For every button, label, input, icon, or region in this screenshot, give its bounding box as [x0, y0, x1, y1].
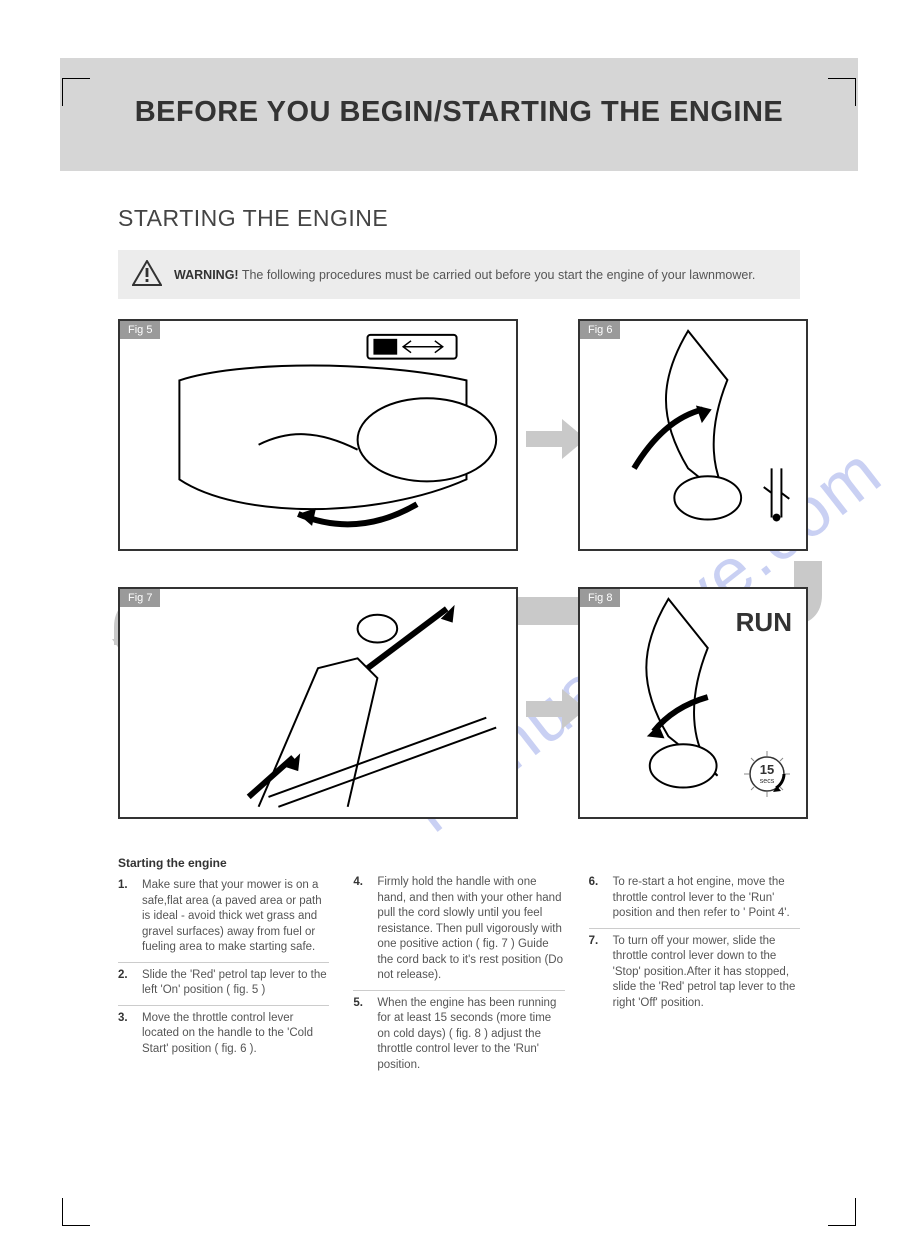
steps-heading: Starting the engine: [118, 855, 329, 871]
figure-8: Fig 8 RUN: [578, 587, 808, 819]
figure-6-illustration: [580, 321, 806, 549]
crop-mark: [828, 1198, 856, 1226]
header-band: BEFORE YOU BEGIN/STARTING THE ENGINE: [60, 58, 858, 171]
crop-mark: [62, 1198, 90, 1226]
step-number: 2.: [118, 968, 134, 999]
step-text: To re-start a hot engine, move the throt…: [613, 875, 800, 922]
step-item: 5. When the engine has been running for …: [353, 991, 564, 1080]
warning-label: WARNING!: [174, 268, 239, 282]
figure-7-illustration: [120, 589, 516, 819]
step-text: Firmly hold the handle with one hand, an…: [377, 875, 564, 984]
section-title: STARTING THE ENGINE: [118, 205, 800, 232]
step-item: 3. Move the throttle control lever locat…: [118, 1006, 329, 1064]
step-number: 1.: [118, 878, 134, 956]
step-text: Slide the 'Red' petrol tap lever to the …: [142, 968, 329, 999]
step-number: 5.: [353, 996, 369, 1074]
step-text: To turn off your mower, slide the thrott…: [613, 934, 800, 1012]
timer-icon: 15 secs: [742, 749, 792, 799]
warning-body: The following procedures must be carried…: [242, 268, 755, 282]
crop-mark: [62, 78, 90, 106]
step-text: Make sure that your mower is on a safe,f…: [142, 878, 329, 956]
warning-box: WARNING! The following procedures must b…: [118, 250, 800, 299]
figure-5: Fig 5: [118, 319, 518, 551]
figure-row: Fig 5 Fig 6: [118, 319, 800, 551]
steps-col-1: Starting the engine 1. Make sure that yo…: [118, 855, 329, 1079]
warning-text: WARNING! The following procedures must b…: [174, 268, 755, 282]
step-text: Move the throttle control lever located …: [142, 1011, 329, 1058]
step-item: 6. To re-start a hot engine, move the th…: [589, 870, 800, 929]
step-item: 2. Slide the 'Red' petrol tap lever to t…: [118, 963, 329, 1006]
step-number: 6.: [589, 875, 605, 922]
step-item: 7. To turn off your mower, slide the thr…: [589, 929, 800, 1018]
figure-7: Fig 7: [118, 587, 518, 819]
steps-columns: Starting the engine 1. Make sure that yo…: [118, 855, 800, 1079]
page-title: BEFORE YOU BEGIN/STARTING THE ENGINE: [80, 96, 838, 129]
figure-row: Fig 7 Fig 8 RUN: [118, 587, 800, 819]
step-number: 7.: [589, 934, 605, 1012]
step-item: 1. Make sure that your mower is on a saf…: [118, 873, 329, 963]
steps-col-3: 6. To re-start a hot engine, move the th…: [589, 855, 800, 1079]
figure-6: Fig 6: [578, 319, 808, 551]
flow-arrow-icon: [526, 687, 586, 731]
crop-mark: [828, 78, 856, 106]
page: BEFORE YOU BEGIN/STARTING THE ENGINE STA…: [0, 58, 918, 1246]
flow-arrow-icon: [526, 417, 586, 461]
timer-value: 15: [760, 762, 774, 777]
step-item: 4. Firmly hold the handle with one hand,…: [353, 870, 564, 991]
steps-col-2: 4. Firmly hold the handle with one hand,…: [353, 855, 564, 1079]
figure-5-illustration: [120, 321, 516, 551]
content-area: STARTING THE ENGINE WARNING! The followi…: [118, 205, 800, 1079]
step-number: 3.: [118, 1011, 134, 1058]
warning-icon: [132, 260, 162, 289]
figure-grid: manualshive.com Fig 5: [118, 319, 800, 819]
step-text: When the engine has been running for at …: [377, 996, 564, 1074]
step-number: 4.: [353, 875, 369, 984]
timer-unit: secs: [760, 778, 775, 785]
